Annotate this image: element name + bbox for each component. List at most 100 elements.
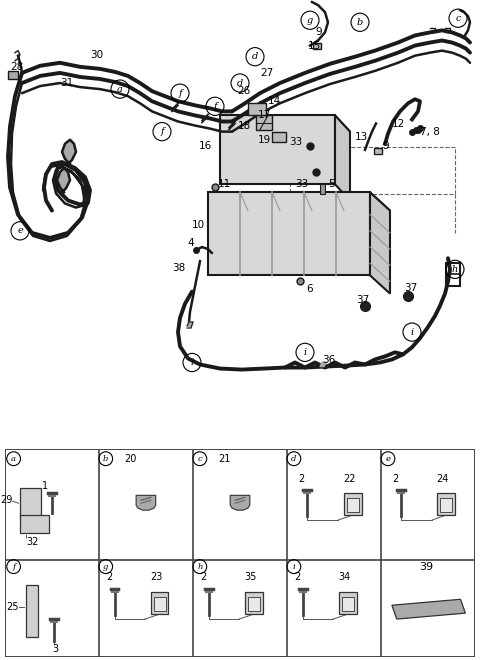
- Text: 7, 8: 7, 8: [420, 127, 440, 137]
- Text: 33: 33: [289, 137, 302, 147]
- Text: e: e: [385, 455, 391, 463]
- Polygon shape: [220, 115, 335, 184]
- Text: 39: 39: [419, 562, 433, 572]
- Text: 27: 27: [260, 68, 273, 78]
- Text: 9: 9: [315, 28, 322, 38]
- Text: e: e: [17, 226, 23, 236]
- Bar: [248, 597, 260, 611]
- Text: c: c: [197, 455, 202, 463]
- Text: 1: 1: [42, 481, 48, 492]
- Text: f: f: [213, 102, 217, 111]
- Text: 25: 25: [6, 602, 19, 612]
- Text: 32: 32: [26, 537, 39, 547]
- Text: 30: 30: [90, 50, 103, 59]
- Bar: [256, 115, 272, 129]
- Text: 2: 2: [295, 572, 301, 583]
- Text: b: b: [357, 18, 363, 27]
- Text: 20: 20: [124, 453, 137, 464]
- Text: 2: 2: [299, 473, 305, 484]
- Text: a: a: [117, 84, 123, 94]
- Text: g: g: [307, 16, 313, 24]
- Text: 18: 18: [238, 121, 251, 131]
- Bar: [347, 498, 359, 512]
- Polygon shape: [320, 362, 326, 366]
- Text: 26: 26: [237, 86, 250, 96]
- Text: 37: 37: [404, 282, 417, 292]
- Text: 19: 19: [258, 135, 271, 145]
- Polygon shape: [335, 115, 350, 201]
- Text: 29: 29: [0, 495, 12, 506]
- Text: f: f: [160, 127, 164, 136]
- Text: 17: 17: [258, 110, 271, 120]
- Text: h: h: [452, 265, 458, 274]
- Text: i: i: [410, 327, 414, 337]
- Text: 24: 24: [437, 473, 449, 484]
- Text: 4: 4: [187, 238, 194, 248]
- Bar: [154, 597, 166, 611]
- Bar: [272, 131, 286, 142]
- Text: i: i: [293, 562, 295, 571]
- Bar: [313, 42, 321, 49]
- Polygon shape: [392, 599, 466, 619]
- Polygon shape: [230, 495, 250, 510]
- Polygon shape: [187, 322, 193, 328]
- Polygon shape: [370, 192, 390, 294]
- Text: f: f: [178, 88, 182, 98]
- Text: 2: 2: [201, 572, 207, 583]
- Text: 16: 16: [199, 141, 212, 150]
- Text: 33: 33: [295, 180, 308, 189]
- Bar: [374, 148, 382, 154]
- Bar: [320, 184, 325, 195]
- Polygon shape: [220, 115, 350, 131]
- Bar: [20, 488, 41, 518]
- Text: g: g: [103, 562, 108, 571]
- Text: 5: 5: [328, 180, 335, 189]
- Text: i: i: [303, 348, 307, 357]
- Text: 2: 2: [393, 473, 399, 484]
- Text: a: a: [11, 455, 16, 463]
- Text: 21: 21: [218, 453, 231, 464]
- Text: 34: 34: [339, 572, 351, 583]
- Text: h: h: [197, 562, 203, 571]
- Text: 23: 23: [151, 572, 163, 583]
- Text: d: d: [291, 455, 297, 463]
- Text: 15: 15: [308, 40, 321, 51]
- Text: 14: 14: [268, 96, 281, 106]
- Bar: [344, 493, 361, 515]
- Polygon shape: [136, 495, 156, 510]
- Text: 37: 37: [356, 295, 369, 305]
- Polygon shape: [208, 192, 390, 211]
- Text: 22: 22: [344, 473, 356, 484]
- Polygon shape: [208, 192, 370, 275]
- Polygon shape: [62, 140, 76, 164]
- Text: 35: 35: [245, 572, 257, 583]
- Text: d: d: [252, 52, 258, 61]
- Text: 10: 10: [192, 220, 205, 230]
- Text: 28: 28: [10, 62, 23, 72]
- Text: 38: 38: [172, 263, 185, 273]
- Bar: [245, 593, 263, 614]
- Polygon shape: [57, 168, 70, 192]
- Text: 31: 31: [60, 78, 73, 88]
- Text: 13: 13: [355, 132, 368, 142]
- Bar: [20, 515, 49, 533]
- Text: b: b: [103, 455, 108, 463]
- Bar: [26, 585, 38, 637]
- Text: i: i: [191, 358, 193, 367]
- Text: 3: 3: [53, 644, 59, 654]
- Text: f: f: [12, 562, 15, 571]
- Bar: [446, 263, 460, 286]
- Text: d: d: [237, 79, 243, 88]
- Text: c: c: [455, 14, 461, 22]
- Bar: [440, 498, 452, 512]
- Bar: [248, 103, 266, 115]
- Text: 2: 2: [107, 572, 113, 583]
- Text: 36: 36: [322, 356, 335, 366]
- Text: 9: 9: [382, 141, 389, 150]
- Text: 11: 11: [218, 180, 231, 189]
- Bar: [342, 597, 354, 611]
- Text: 12: 12: [392, 119, 405, 129]
- Bar: [437, 493, 455, 515]
- Bar: [339, 593, 357, 614]
- Bar: [151, 593, 168, 614]
